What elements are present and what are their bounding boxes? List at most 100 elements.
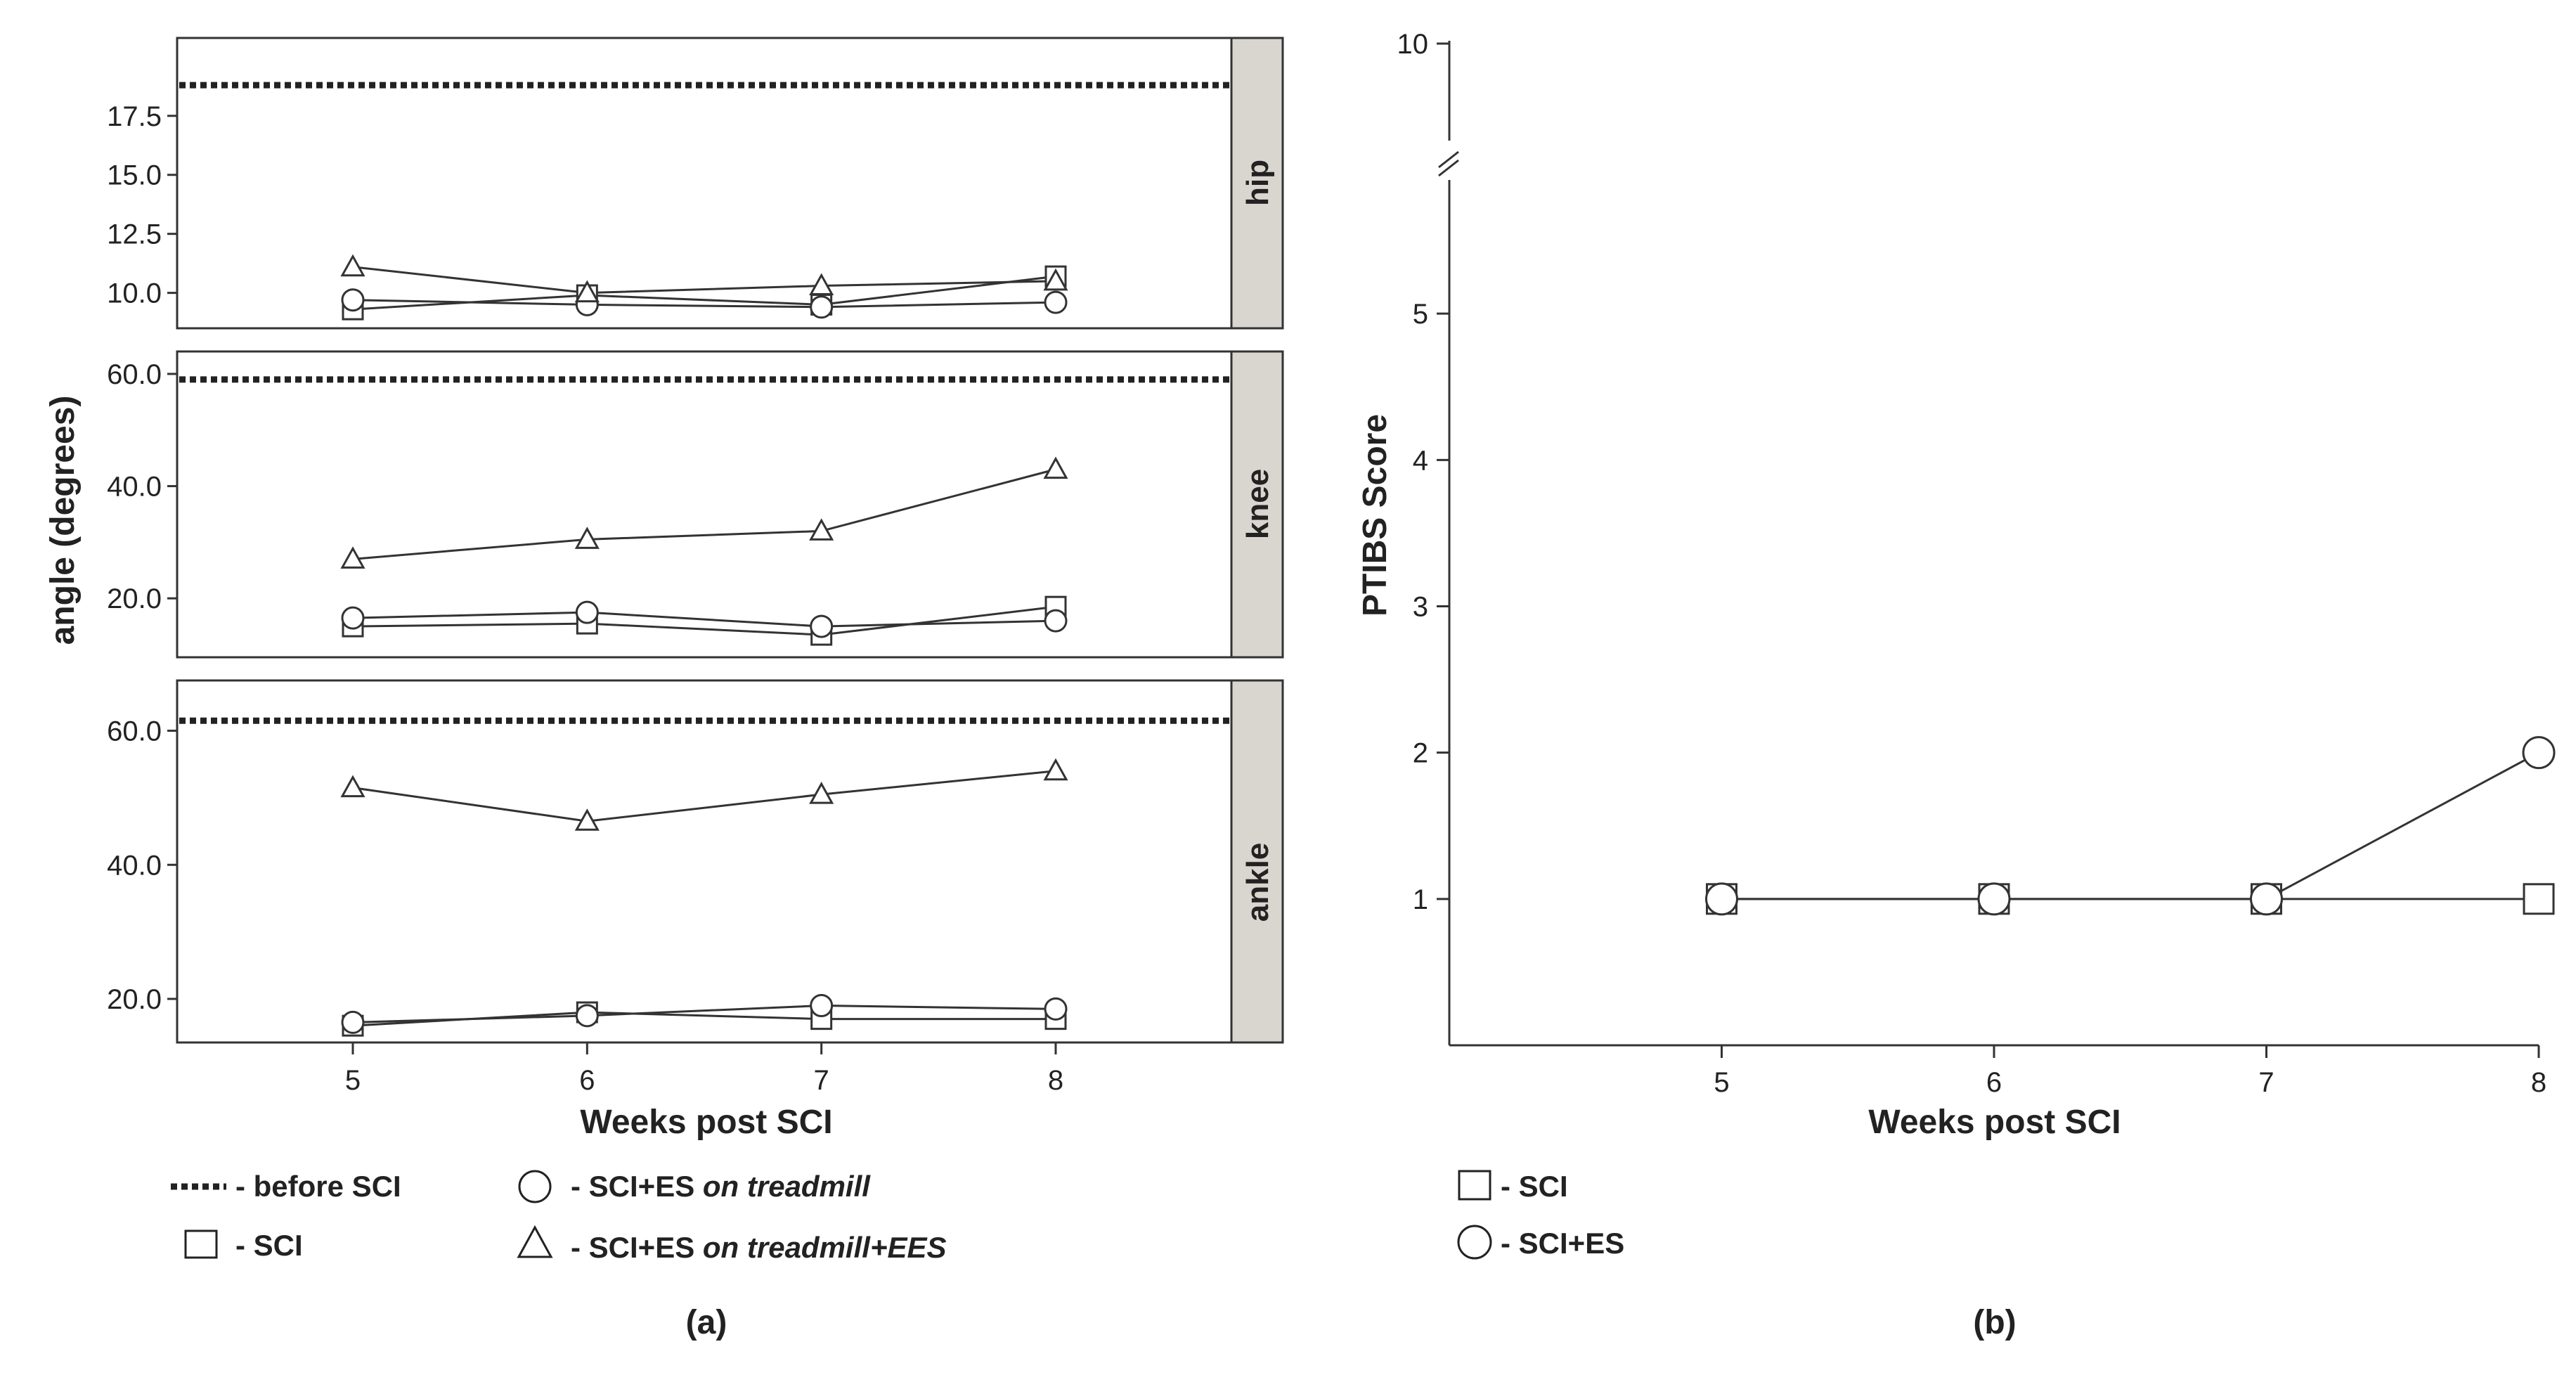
facet-knee-strip — [1230, 350, 1284, 659]
ees-point-hip — [574, 280, 600, 303]
legend-before-sci-label: - before SCI — [235, 1170, 401, 1203]
ees-point-hip — [809, 273, 834, 296]
legend-sci-label: - SCI — [235, 1229, 303, 1262]
panel-b-y-axis-title: PTIBS Score — [1357, 414, 1394, 616]
panel-b-chart: 10 1 2 3 4 5 5 6 7 8 PTIBS Score Weeks post SCI… — [1357, 29, 2556, 1341]
legend-b-sci-label: - SCI — [1501, 1170, 1568, 1203]
es-point-hip — [341, 288, 365, 312]
b-es-line — [1721, 751, 2539, 900]
ees-line-hip — [352, 266, 1056, 295]
legend-sci-es-treadmill-ees-label: - SCI+ES on treadmill+EES — [571, 1231, 947, 1264]
es-point-ankle — [810, 994, 834, 1018]
facet-knee-plot-area — [176, 350, 1233, 659]
panel-a-legend: - before SCI - SCI - SCI+ES on treadmill… — [171, 1170, 947, 1264]
legend-sci-marker — [184, 1229, 218, 1259]
legend-b-sci-es-label: - SCI+ES — [1501, 1227, 1624, 1260]
panel-b-legend: - SCI - SCI+ES — [1457, 1170, 1624, 1260]
y-tick-label-hip: 17.5 — [107, 101, 162, 132]
es-line-knee — [352, 611, 1056, 628]
ees-point-knee — [340, 546, 365, 569]
legend-b-sci-marker — [1458, 1170, 1491, 1201]
ees-line-knee — [352, 468, 1056, 560]
facet-knee-y-ticks: 20.0 40.0 60.0 — [107, 359, 177, 614]
b-es-point — [2522, 736, 2556, 770]
facet-ankle-strip — [1230, 679, 1284, 1044]
panel-b-x-ticks: 5 6 7 8 — [1714, 1045, 2546, 1098]
y-tick-label-hip: 12.5 — [107, 219, 162, 250]
facet-ankle-strip-label: ankle — [1241, 843, 1275, 922]
facet-knee-series — [179, 376, 1230, 646]
panel-b-y-ticks: 1 2 3 4 5 — [1413, 299, 1449, 915]
facet-hip: hip 10.0 12.5 15.0 17.5 — [107, 37, 1284, 330]
facet-knee-strip-label: knee — [1241, 469, 1275, 539]
x-tick-label: 5 — [345, 1065, 361, 1096]
facet-hip-series — [179, 82, 1230, 321]
y-tick-label-ankle: 20.0 — [107, 984, 162, 1015]
x-tick-label: 7 — [814, 1065, 829, 1096]
b-es-point — [1977, 882, 2011, 916]
y-tick-label-hip: 15.0 — [107, 160, 162, 191]
facet-ankle-y-ticks: 20.0 40.0 60.0 — [107, 716, 177, 1015]
es-point-ankle — [575, 1004, 599, 1028]
ees-point-hip — [340, 254, 365, 277]
legend-b-sci-es-marker — [1457, 1225, 1492, 1260]
ees-point-knee — [1043, 456, 1068, 479]
b-y-tick-label: 1 — [1413, 884, 1428, 915]
b-y-tick-label: 5 — [1413, 299, 1428, 330]
ees-point-ankle — [1043, 758, 1068, 781]
es-line-ankle — [352, 1005, 1056, 1023]
y-tick-label-hip: 10.0 — [107, 278, 162, 309]
legend-sci-es-treadmill-marker — [518, 1170, 552, 1203]
ees-line-ankle — [352, 770, 1056, 822]
x-tick-label: 8 — [1048, 1065, 1063, 1096]
panel-b-series — [1705, 736, 2556, 916]
b-y-tick-label: 3 — [1413, 592, 1428, 623]
es-point-hip — [810, 295, 834, 319]
panel-a-chart: angle (degrees) hip 10.0 12.5 15.0 17.5 kne… — [44, 37, 1284, 1341]
panel-a-x-ticks: 5 6 7 8 — [345, 1042, 1063, 1096]
b-y-tick-label: 4 — [1413, 445, 1428, 476]
es-point-knee — [341, 606, 365, 630]
y-tick-label-knee: 20.0 — [107, 583, 162, 614]
ees-point-ankle — [574, 808, 600, 831]
x-tick-label: 6 — [579, 1065, 595, 1096]
y-tick-label-knee: 40.0 — [107, 472, 162, 503]
panel-a-y-axis-title: angle (degrees) — [44, 396, 82, 645]
b-y-tick-label: 2 — [1413, 738, 1428, 769]
panel-b-axis-break — [1438, 150, 1459, 177]
y-tick-label-knee: 60.0 — [107, 359, 162, 390]
b-sci-point — [2523, 883, 2555, 915]
es-point-knee — [810, 614, 834, 638]
panel-a-x-axis-title: Weeks post SCI — [580, 1104, 832, 1141]
ees-point-ankle — [809, 782, 834, 804]
b-x-tick-label: 7 — [2258, 1067, 2274, 1098]
ees-point-ankle — [340, 775, 365, 798]
panel-b-x-axis-title: Weeks post SCI — [1868, 1104, 2121, 1141]
b-x-tick-label: 5 — [1714, 1067, 1729, 1098]
y-tick-label-ankle: 60.0 — [107, 716, 162, 747]
ees-point-hip — [1043, 268, 1068, 291]
facet-ankle: ankle 20.0 40.0 60.0 — [107, 679, 1284, 1044]
panel-b-y-tick-label-10: 10 — [1397, 29, 1429, 60]
facet-hip-strip — [1230, 37, 1284, 330]
b-x-tick-label: 6 — [1986, 1067, 2002, 1098]
legend-sci-es-treadmill-ees-marker — [517, 1225, 553, 1258]
panel-b-caption: (b) — [1973, 1304, 2016, 1341]
facet-hip-y-ticks: 10.0 12.5 15.0 17.5 — [107, 101, 177, 309]
b-es-point — [2250, 882, 2283, 916]
es-point-hip — [1044, 290, 1068, 314]
sci-line-knee — [352, 605, 1056, 636]
es-point-ankle — [1044, 997, 1068, 1021]
ees-point-knee — [574, 527, 600, 549]
legend-sci-es-treadmill-label: - SCI+ES on treadmill — [571, 1170, 871, 1203]
facet-hip-plot-area — [176, 37, 1233, 330]
facet-ankle-series — [179, 717, 1230, 1037]
ees-point-knee — [809, 518, 834, 541]
y-tick-label-ankle: 40.0 — [107, 850, 162, 881]
es-line-hip — [352, 299, 1056, 309]
facet-knee: knee 20.0 40.0 60.0 — [107, 350, 1284, 659]
panel-a-caption: (a) — [686, 1304, 727, 1341]
facet-ankle-plot-area — [176, 679, 1233, 1044]
facet-hip-strip-label: hip — [1241, 160, 1275, 206]
